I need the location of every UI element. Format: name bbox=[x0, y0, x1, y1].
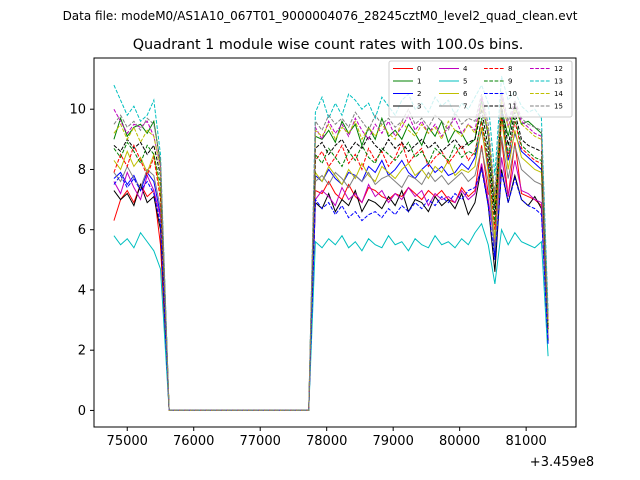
y-tick-label: 4 bbox=[78, 283, 86, 298]
legend-label-12: 12 bbox=[554, 65, 563, 73]
legend-label-7: 7 bbox=[463, 103, 467, 111]
legend-label-10: 10 bbox=[508, 90, 517, 98]
series-line-4 bbox=[113, 157, 549, 411]
chart-title: Quadrant 1 module wise count rates with … bbox=[133, 37, 524, 53]
series-line-9 bbox=[113, 112, 549, 411]
series-line-1 bbox=[113, 100, 549, 411]
series-line-8 bbox=[113, 115, 549, 411]
y-tick-label: 6 bbox=[78, 223, 86, 238]
x-tick-label: 80000 bbox=[439, 434, 480, 449]
y-tick-label: 10 bbox=[69, 103, 86, 118]
series-line-5 bbox=[113, 222, 549, 411]
y-tick-label: 8 bbox=[78, 163, 86, 178]
legend-label-8: 8 bbox=[508, 65, 512, 73]
legend-label-0: 0 bbox=[417, 65, 421, 73]
legend-label-1: 1 bbox=[417, 78, 421, 86]
x-tick-label: 78000 bbox=[306, 434, 347, 449]
legend-label-11: 11 bbox=[508, 103, 517, 111]
y-tick-label: 2 bbox=[78, 344, 86, 359]
plot-frame bbox=[93, 57, 577, 428]
x-axis: 75000 76000 77000 78000 79000 80000 81000 bbox=[107, 427, 547, 449]
legend-label-4: 4 bbox=[463, 65, 468, 73]
legend-label-2: 2 bbox=[417, 90, 421, 98]
series-layer bbox=[113, 75, 549, 411]
x-tick-label: 76000 bbox=[173, 434, 214, 449]
y-axis: 0 2 4 6 8 10 bbox=[69, 103, 94, 419]
legend-label-15: 15 bbox=[554, 103, 563, 111]
legend-box bbox=[388, 60, 573, 118]
legend-label-14: 14 bbox=[554, 90, 563, 98]
series-line-10 bbox=[113, 167, 549, 411]
legend-label-3: 3 bbox=[417, 103, 421, 111]
legend-label-13: 13 bbox=[554, 78, 563, 86]
legend-label-9: 9 bbox=[508, 78, 512, 86]
legend-label-6: 6 bbox=[463, 90, 468, 98]
series-line-14 bbox=[113, 100, 549, 411]
legend-label-5: 5 bbox=[463, 78, 467, 86]
x-tick-label: 75000 bbox=[107, 434, 148, 449]
supertitle: Data file: modeM0/AS1A10_067T01_90000040… bbox=[63, 9, 578, 23]
x-tick-label: 77000 bbox=[240, 434, 281, 449]
x-tick-label: 81000 bbox=[505, 434, 546, 449]
x-tick-label: 79000 bbox=[372, 434, 413, 449]
series-line-6 bbox=[113, 118, 549, 411]
series-line-12 bbox=[113, 94, 549, 411]
y-tick-label: 0 bbox=[78, 404, 86, 419]
series-line-3 bbox=[113, 166, 549, 411]
x-offset-label: +3.459e8 bbox=[530, 455, 594, 470]
